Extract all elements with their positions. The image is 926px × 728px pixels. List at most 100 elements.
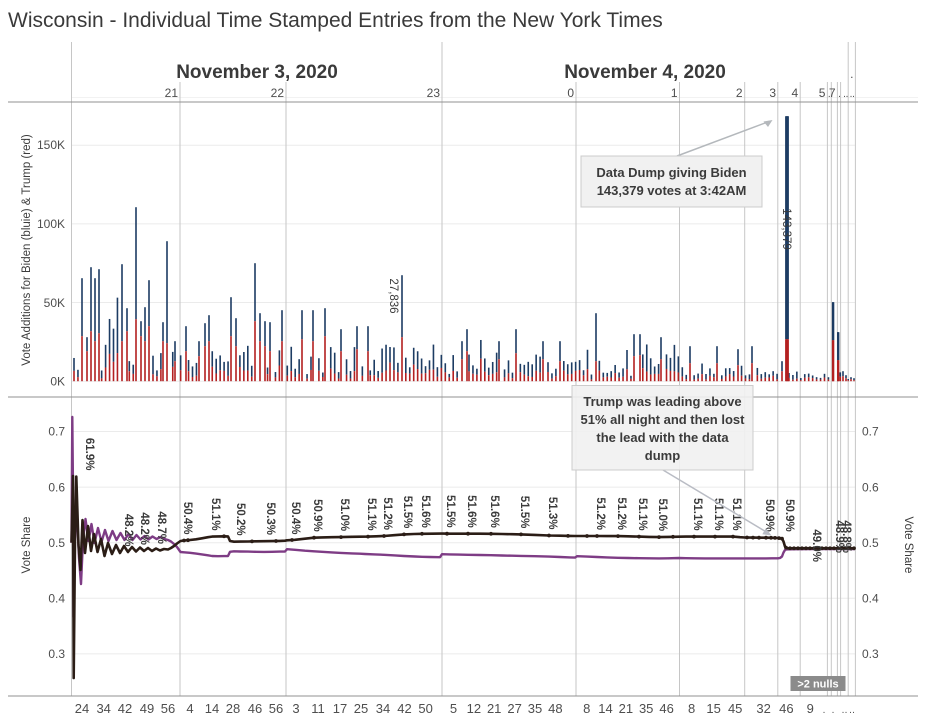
svg-text:46: 46 bbox=[779, 701, 793, 716]
svg-text:.: . bbox=[843, 89, 846, 100]
svg-text:51.1%: 51.1% bbox=[365, 498, 377, 531]
svg-text:42: 42 bbox=[397, 701, 411, 716]
svg-text:51.2%: 51.2% bbox=[594, 497, 606, 530]
svg-text:51.5%: 51.5% bbox=[444, 495, 456, 528]
svg-text:49.0%: 49.0% bbox=[810, 529, 822, 562]
svg-text:7: 7 bbox=[829, 86, 836, 100]
svg-text:35: 35 bbox=[528, 701, 542, 716]
svg-text:.: . bbox=[850, 67, 853, 81]
svg-text:0.6: 0.6 bbox=[48, 480, 65, 494]
svg-text:50.3%: 50.3% bbox=[264, 502, 276, 535]
svg-text:22: 22 bbox=[271, 86, 285, 100]
svg-text:51.6%: 51.6% bbox=[488, 495, 500, 528]
svg-text:46: 46 bbox=[248, 701, 262, 716]
svg-text:51.1%: 51.1% bbox=[209, 498, 221, 531]
svg-text:Data Dump giving Biden: Data Dump giving Biden bbox=[596, 165, 746, 180]
svg-text:.: . bbox=[828, 89, 831, 100]
svg-text:51.1%: 51.1% bbox=[636, 498, 648, 531]
svg-text:11: 11 bbox=[311, 701, 325, 716]
svg-text:.: . bbox=[852, 89, 855, 100]
svg-text:45: 45 bbox=[728, 701, 742, 716]
svg-text:21: 21 bbox=[165, 86, 179, 100]
svg-text:150K: 150K bbox=[37, 138, 65, 152]
svg-text:8: 8 bbox=[688, 701, 695, 716]
svg-text:.: . bbox=[846, 89, 849, 100]
svg-text:the lead with the data: the lead with the data bbox=[596, 430, 729, 445]
svg-text:0.7: 0.7 bbox=[48, 425, 65, 439]
svg-text:51.0%: 51.0% bbox=[656, 498, 668, 531]
svg-text:0: 0 bbox=[567, 86, 574, 100]
svg-text:November 4, 2020: November 4, 2020 bbox=[564, 62, 726, 83]
svg-text:1: 1 bbox=[671, 86, 678, 100]
svg-text:50.9%: 50.9% bbox=[783, 499, 795, 532]
svg-text:4: 4 bbox=[792, 86, 799, 100]
svg-text:24: 24 bbox=[75, 701, 89, 716]
svg-text:2: 2 bbox=[736, 86, 743, 100]
svg-text:51.6%: 51.6% bbox=[465, 495, 477, 528]
svg-text:56: 56 bbox=[269, 701, 283, 716]
svg-text:51.5%: 51.5% bbox=[401, 496, 413, 529]
svg-text:28: 28 bbox=[226, 701, 240, 716]
svg-text:51.0%: 51.0% bbox=[338, 498, 350, 531]
svg-text:46: 46 bbox=[659, 701, 673, 716]
svg-text:56: 56 bbox=[161, 701, 175, 716]
svg-text:.: . bbox=[838, 89, 841, 100]
svg-text:Trump was leading above: Trump was leading above bbox=[583, 394, 741, 409]
svg-text:0.3: 0.3 bbox=[48, 647, 65, 661]
svg-text:23: 23 bbox=[427, 86, 441, 100]
svg-text:Vote Share: Vote Share bbox=[902, 517, 914, 574]
svg-text:61.9%: 61.9% bbox=[83, 438, 95, 471]
svg-text:51.3%: 51.3% bbox=[546, 497, 558, 530]
svg-text:143,379: 143,379 bbox=[780, 208, 792, 250]
svg-text:143,379 votes at 3:42AM: 143,379 votes at 3:42AM bbox=[597, 183, 747, 198]
svg-text:.: . bbox=[842, 705, 845, 716]
svg-text:48.9%: 48.9% bbox=[833, 520, 845, 553]
svg-text:3: 3 bbox=[769, 86, 776, 100]
svg-text:Wisconsin - Individual Time St: Wisconsin - Individual Time Stamped Entr… bbox=[8, 9, 663, 32]
svg-text:5: 5 bbox=[450, 701, 457, 716]
svg-text:34: 34 bbox=[96, 701, 110, 716]
svg-text:0.4: 0.4 bbox=[862, 592, 879, 606]
svg-text:0.5: 0.5 bbox=[862, 536, 879, 550]
svg-text:17: 17 bbox=[333, 701, 347, 716]
svg-text:48: 48 bbox=[548, 701, 562, 716]
svg-text:15: 15 bbox=[706, 701, 720, 716]
svg-text:50.4%: 50.4% bbox=[289, 502, 301, 535]
svg-text:5: 5 bbox=[819, 86, 826, 100]
svg-text:100K: 100K bbox=[37, 217, 65, 231]
svg-text:48.8%: 48.8% bbox=[840, 520, 852, 553]
svg-text:48.2%: 48.2% bbox=[122, 514, 134, 547]
svg-text:0.7: 0.7 bbox=[862, 425, 879, 439]
svg-text:25: 25 bbox=[354, 701, 368, 716]
svg-text:.: . bbox=[832, 705, 835, 716]
svg-text:51.5%: 51.5% bbox=[518, 496, 530, 529]
svg-text:32: 32 bbox=[756, 701, 770, 716]
svg-text:dump: dump bbox=[645, 448, 680, 463]
svg-text:50.4%: 50.4% bbox=[181, 502, 193, 535]
svg-text:27: 27 bbox=[507, 701, 521, 716]
svg-text:48.7%: 48.7% bbox=[155, 511, 167, 544]
svg-text:49: 49 bbox=[140, 701, 154, 716]
svg-text:27,836: 27,836 bbox=[387, 278, 399, 313]
svg-text:3: 3 bbox=[292, 701, 299, 716]
svg-text:.: . bbox=[852, 705, 855, 716]
svg-text:51.1%: 51.1% bbox=[712, 498, 724, 531]
svg-text:9: 9 bbox=[807, 701, 814, 716]
svg-text:14: 14 bbox=[598, 701, 612, 716]
svg-text:14: 14 bbox=[205, 701, 219, 716]
svg-text:50.9%: 50.9% bbox=[311, 499, 323, 532]
svg-text:>2 nulls: >2 nulls bbox=[797, 679, 838, 691]
svg-text:51.1%: 51.1% bbox=[691, 498, 703, 531]
svg-text:51% all night and then lost: 51% all night and then lost bbox=[581, 412, 746, 427]
svg-text:November 3, 2020: November 3, 2020 bbox=[176, 62, 338, 83]
svg-text:4: 4 bbox=[186, 701, 193, 716]
svg-text:35: 35 bbox=[639, 701, 653, 716]
svg-text:0.4: 0.4 bbox=[48, 592, 65, 606]
svg-text:51.6%: 51.6% bbox=[419, 495, 431, 528]
svg-text:.: . bbox=[823, 705, 826, 716]
svg-text:51.2%: 51.2% bbox=[381, 497, 393, 530]
svg-text:0.5: 0.5 bbox=[48, 536, 65, 550]
svg-text:21: 21 bbox=[487, 701, 501, 716]
svg-text:.: . bbox=[845, 705, 848, 716]
svg-text:.: . bbox=[849, 705, 852, 716]
